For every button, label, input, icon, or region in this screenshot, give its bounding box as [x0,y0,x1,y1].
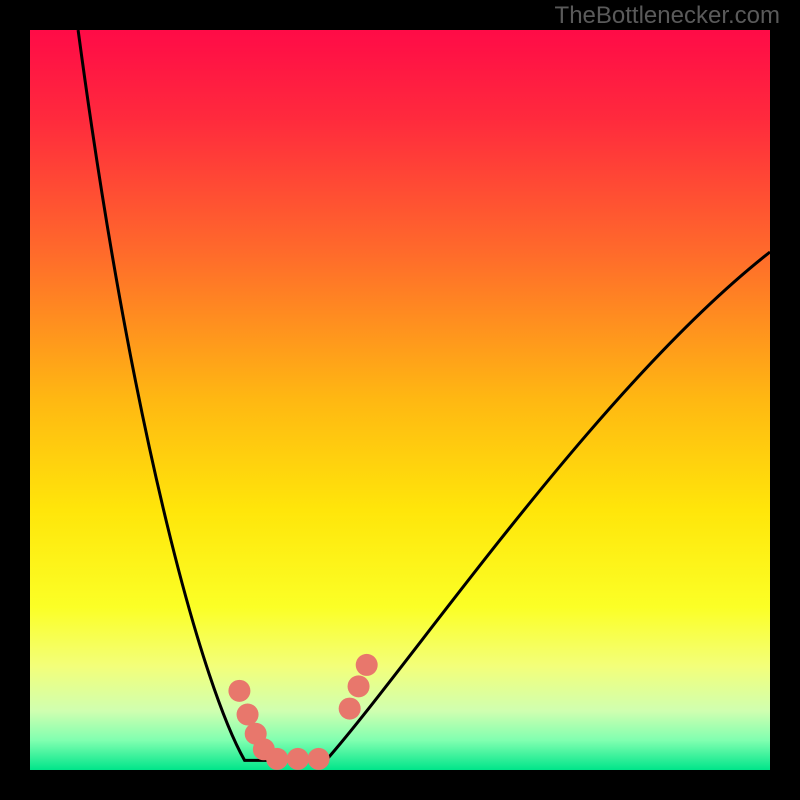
curve-marker [356,654,378,676]
curve-marker [237,704,259,726]
curve-marker [308,748,330,770]
bottleneck-chart [30,30,770,770]
curve-marker [287,748,309,770]
curve-marker [339,698,361,720]
curve-marker [228,680,250,702]
curve-marker [348,675,370,697]
curve-marker [266,748,288,770]
chart-frame: TheBottlenecker.com [0,0,800,800]
gradient-background [30,30,770,770]
watermark-text: TheBottlenecker.com [555,2,780,30]
